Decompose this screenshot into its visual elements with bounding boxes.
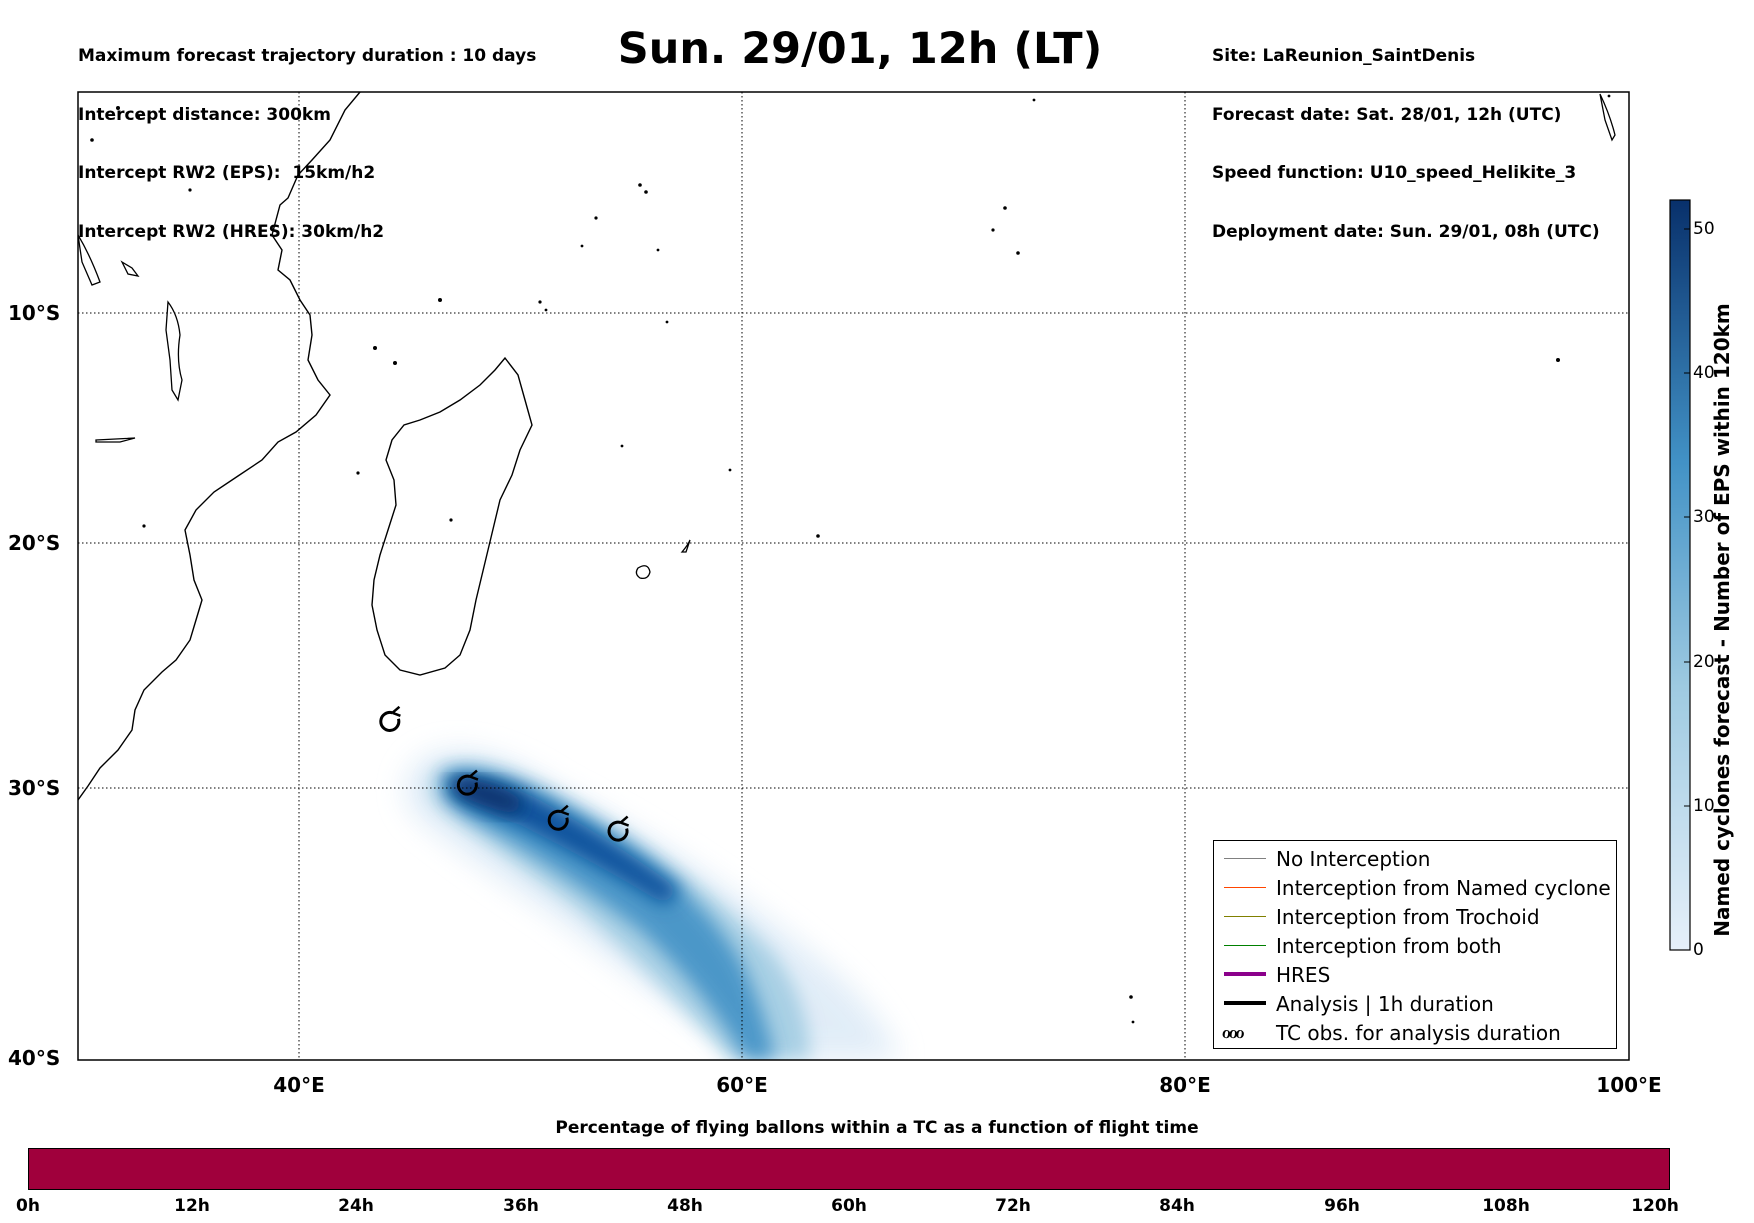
colorbar-tick-10: 10: [1693, 796, 1715, 816]
tc-observation-marker: [547, 804, 570, 831]
legend-item-tc-obs: ℴℴℴ TC obs. for analysis duration: [1214, 1019, 1616, 1047]
map-frame: [77, 91, 1630, 1061]
percentage-bar: [28, 1148, 1670, 1190]
legend-item-trochoid: Interception from Trochoid: [1214, 903, 1616, 931]
legend-label: Analysis | 1h duration: [1276, 992, 1494, 1016]
colorbar-tick-30: 30: [1693, 507, 1715, 527]
pct-tick: 36h: [503, 1196, 539, 1216]
legend-item-no-interception: No Interception: [1214, 845, 1616, 873]
legend-line: [1224, 858, 1266, 859]
header-right-line3: Speed function: U10_speed_Helikite_3: [1212, 163, 1577, 183]
africa-coastline: [78, 92, 361, 801]
pct-tick: 120h: [1631, 1196, 1679, 1216]
madagascar-coastline: [371, 356, 533, 676]
legend-item-hres: HRES: [1214, 961, 1616, 989]
pct-tick: 48h: [667, 1196, 703, 1216]
legend-item-named-cyclone: Interception from Named cyclone: [1214, 874, 1616, 902]
eps-density-plume: [405, 750, 900, 1060]
colorbar: [1669, 199, 1691, 951]
tc-obs-symbol-icon: ℴℴℴ: [1222, 1021, 1244, 1043]
x-tick-40e: 40°E: [273, 1073, 325, 1097]
page-title: Sun. 29/01, 12h (LT): [617, 24, 1103, 74]
header-right-line4: Deployment date: Sun. 29/01, 08h (UTC): [1212, 221, 1600, 242]
tc-observation-marker: [607, 815, 630, 842]
colorbar-tick-40: 40: [1693, 363, 1715, 383]
pct-tick: 108h: [1482, 1196, 1530, 1216]
y-axis-ticks: 10°S 20°S 30°S 40°S: [8, 301, 60, 1070]
header-left-line3: Intercept RW2 (EPS): 15km/h2: [78, 163, 376, 183]
header-right: Site: LaReunion_SaintDenis Forecast date…: [1212, 8, 1600, 262]
y-tick-30s: 30°S: [8, 776, 60, 800]
legend-item-both: Interception from both: [1214, 932, 1616, 960]
percentage-bar-title: Percentage of flying ballons within a TC…: [555, 1118, 1199, 1138]
pct-tick: 12h: [174, 1196, 210, 1216]
pct-tick: 72h: [995, 1196, 1031, 1216]
header-left: Maximum forecast trajectory duration : 1…: [78, 8, 536, 262]
x-tick-100e: 100°E: [1596, 1073, 1661, 1097]
header-left-line2: Intercept distance: 300km: [78, 104, 331, 125]
legend-line: [1224, 887, 1266, 888]
colorbar-label: Named cyclones forecast - Number of EPS …: [1710, 303, 1734, 937]
pct-tick: 24h: [338, 1196, 374, 1216]
legend-item-analysis: Analysis | 1h duration: [1214, 990, 1616, 1018]
pct-tick: 96h: [1324, 1196, 1360, 1216]
header-left-line4: Intercept RW2 (HRES): 30km/h2: [78, 221, 385, 242]
legend: No Interception Interception from Named …: [1213, 840, 1617, 1049]
islands: [78, 93, 1616, 580]
legend-line: [1224, 972, 1266, 976]
colorbar-tick-marks: [1684, 228, 1690, 951]
legend-label: HRES: [1276, 963, 1331, 987]
colorbar-tick-0: 0: [1693, 940, 1704, 960]
header-right-line1: Site: LaReunion_SaintDenis: [1212, 46, 1476, 66]
tc-observation-markers: [379, 705, 630, 842]
legend-label: TC obs. for analysis duration: [1276, 1021, 1561, 1045]
pct-tick: 84h: [1159, 1196, 1195, 1216]
island-dots: [90, 94, 1611, 1024]
tc-observation-marker: [379, 705, 401, 732]
colorbar-tick-20: 20: [1693, 652, 1715, 672]
legend-label: No Interception: [1276, 847, 1431, 871]
y-tick-20s: 20°S: [8, 531, 60, 555]
legend-line: [1224, 1001, 1266, 1005]
header-left-line1: Maximum forecast trajectory duration : 1…: [78, 46, 537, 66]
header-right-line2: Forecast date: Sat. 28/01, 12h (UTC): [1212, 104, 1562, 125]
colorbar-tick-50: 50: [1693, 219, 1715, 239]
legend-label: Interception from both: [1276, 934, 1502, 958]
y-tick-40s: 40°S: [8, 1046, 60, 1070]
legend-label: Interception from Named cyclone: [1276, 876, 1611, 900]
pct-tick: 60h: [831, 1196, 867, 1216]
legend-line: [1224, 945, 1266, 946]
x-tick-80e: 80°E: [1159, 1073, 1211, 1097]
y-tick-10s: 10°S: [8, 301, 60, 325]
pct-tick: 0h: [16, 1196, 40, 1216]
map-grid: [78, 92, 1629, 1060]
legend-line: [1224, 916, 1266, 917]
x-axis-ticks: 40°E 60°E 80°E 100°E: [273, 1073, 1661, 1097]
legend-label: Interception from Trochoid: [1276, 905, 1540, 929]
x-tick-60e: 60°E: [716, 1073, 768, 1097]
tc-observation-marker: [456, 769, 479, 796]
